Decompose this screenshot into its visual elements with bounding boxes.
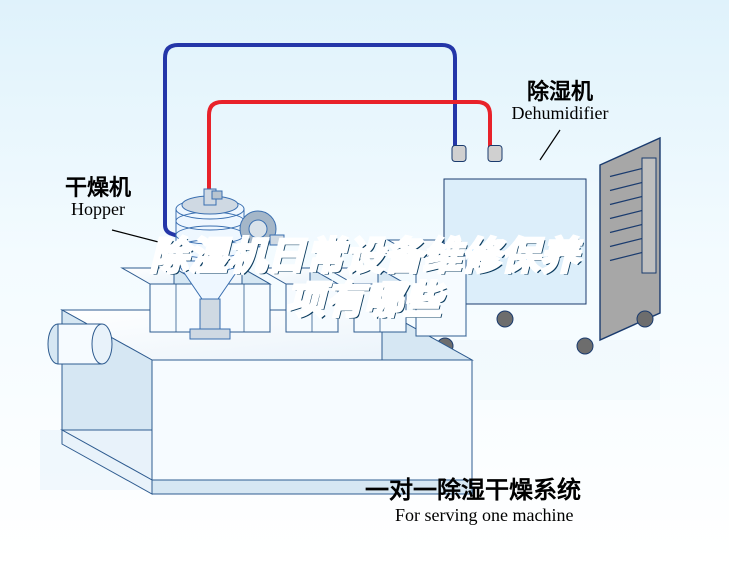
- dehumidifier-label-en: Dehumidifier: [460, 104, 660, 124]
- system-caption-cn: 一对一除湿干燥系统: [365, 470, 705, 505]
- system-caption: 一对一除湿干燥系统 For serving one machine: [365, 470, 705, 526]
- dryer-label-en: Hopper: [38, 200, 158, 220]
- dryer-label: 干燥机 Hopper: [38, 176, 158, 220]
- dehumidifier-label-cn: 除湿机: [460, 80, 660, 104]
- dryer-label-cn: 干燥机: [38, 176, 158, 200]
- system-caption-en: For serving one machine: [365, 505, 705, 526]
- dehumidifier-label: 除湿机 Dehumidifier: [460, 80, 660, 124]
